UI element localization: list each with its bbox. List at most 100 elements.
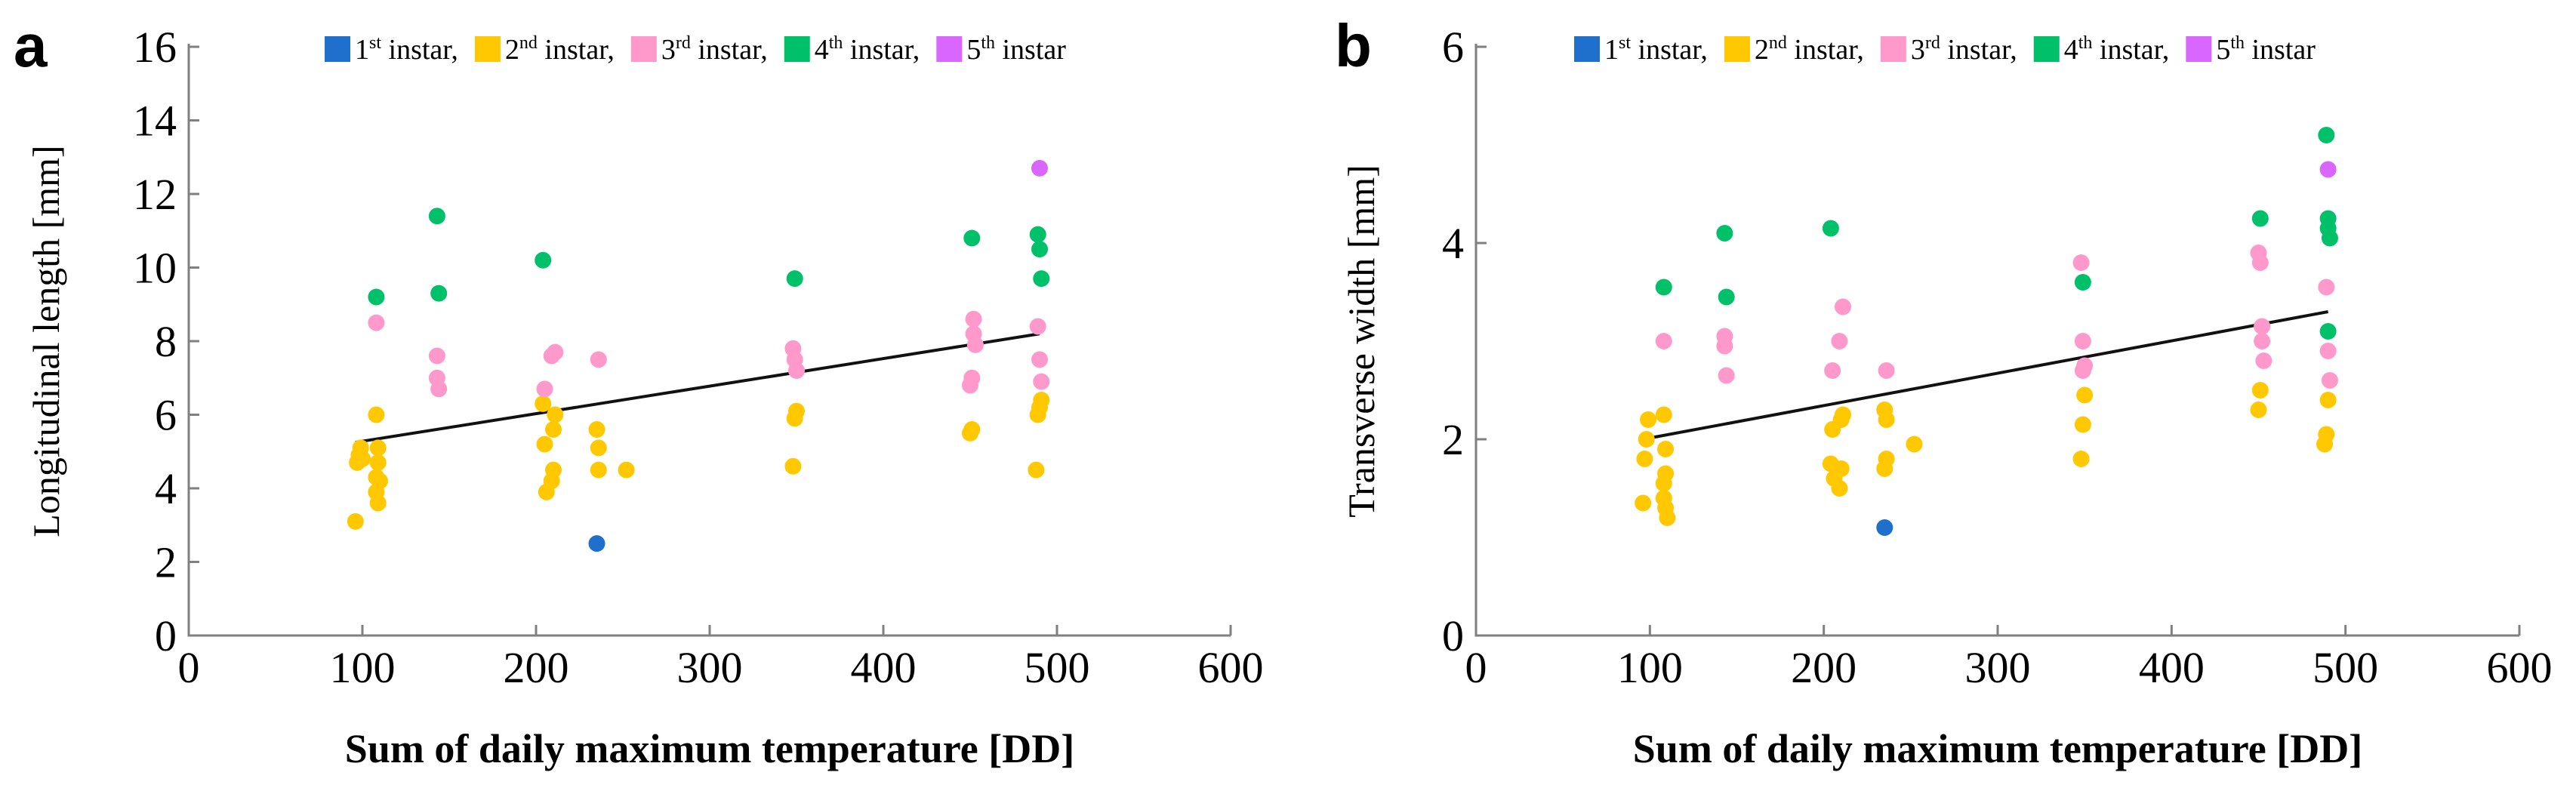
y-tick-label: 12 bbox=[133, 170, 177, 219]
data-point bbox=[963, 421, 981, 438]
legend: 1st instar, 2nd instar, 3rd instar, 4th ins… bbox=[1574, 33, 2316, 66]
trend-line bbox=[1642, 310, 2328, 441]
data-point bbox=[368, 314, 385, 331]
legend-swatch bbox=[474, 36, 501, 62]
data-point bbox=[1659, 509, 1676, 526]
data-point bbox=[1028, 461, 1045, 479]
panel-a: a 0 2 4 6 8 10 12 14 16 0 100 200 300 400 500 600 Sum of … bbox=[14, 12, 1264, 771]
data-point bbox=[1655, 333, 1672, 349]
panel-label: b bbox=[1335, 12, 1372, 79]
data-point bbox=[369, 494, 387, 512]
data-point bbox=[2319, 161, 2337, 178]
series-5th-instar bbox=[1031, 159, 1048, 177]
data-point bbox=[536, 435, 553, 453]
data-point bbox=[1718, 288, 1735, 306]
data-point bbox=[1835, 298, 1852, 315]
data-point bbox=[1655, 406, 1672, 423]
data-point bbox=[2074, 333, 2091, 349]
data-point bbox=[963, 369, 981, 386]
data-point bbox=[1906, 435, 1923, 453]
data-point bbox=[2074, 362, 2091, 379]
data-point bbox=[535, 395, 552, 412]
y-tick-label: 10 bbox=[133, 244, 177, 293]
data-point bbox=[1031, 241, 1048, 258]
x-axis-label: Sum of daily maximum temperature [DD] bbox=[1633, 726, 2362, 771]
series-2nd-instar bbox=[347, 392, 1050, 530]
series-1st-instar bbox=[1876, 519, 1893, 536]
data-point bbox=[368, 288, 385, 306]
data-point bbox=[1831, 480, 1848, 497]
data-point bbox=[1824, 362, 1841, 379]
data-point bbox=[354, 451, 371, 467]
data-point bbox=[788, 402, 805, 420]
data-point bbox=[1636, 451, 1653, 467]
y-tick-label: 14 bbox=[133, 97, 177, 146]
data-point bbox=[590, 461, 607, 479]
trend-line bbox=[355, 332, 1040, 445]
legend-swatch bbox=[630, 36, 657, 62]
legend-swatch bbox=[1724, 36, 1750, 62]
data-point bbox=[1031, 351, 1048, 368]
legend-swatch bbox=[2186, 36, 2212, 62]
data-point bbox=[2318, 279, 2335, 296]
axis-lines bbox=[1474, 44, 2519, 637]
data-point bbox=[1878, 362, 1895, 379]
legend-entry: 5th instar bbox=[966, 33, 1066, 66]
legend-swatch bbox=[325, 36, 350, 62]
y-tick-label: 16 bbox=[133, 23, 177, 72]
data-point bbox=[1716, 337, 1733, 355]
data-point bbox=[1876, 460, 1893, 477]
data-point bbox=[545, 461, 562, 479]
data-point bbox=[1655, 475, 1672, 492]
y-tick-label: 2 bbox=[155, 538, 177, 587]
data-point bbox=[590, 439, 607, 457]
legend-entry: 4th instar, bbox=[815, 33, 920, 66]
legend-entry: 5th instar bbox=[2216, 33, 2316, 66]
data-point bbox=[2254, 318, 2271, 335]
y-axis-label: Transverse width [mm] bbox=[1340, 165, 1382, 518]
x-tick-label: 600 bbox=[1198, 643, 1264, 692]
data-point bbox=[428, 347, 445, 365]
data-point bbox=[430, 285, 448, 302]
data-point bbox=[1031, 159, 1048, 177]
data-point bbox=[2319, 323, 2337, 340]
data-point bbox=[1822, 220, 1839, 237]
x-axis-label: Sum of daily maximum temperature [DD] bbox=[345, 726, 1074, 771]
data-point bbox=[1718, 367, 1735, 384]
data-point bbox=[2072, 451, 2090, 467]
legend-entry: 2nd instar, bbox=[1755, 33, 1864, 66]
x-tick-label: 0 bbox=[1465, 643, 1487, 692]
data-point bbox=[618, 461, 635, 479]
legend-entry: 1st instar, bbox=[1604, 33, 1708, 66]
x-tick-label: 200 bbox=[1791, 643, 1857, 692]
series-2nd-instar bbox=[1635, 382, 2337, 526]
legend-entry: 1st instar, bbox=[355, 33, 458, 66]
data-point bbox=[1033, 270, 1050, 288]
data-point bbox=[2321, 372, 2338, 389]
data-point bbox=[547, 343, 564, 361]
data-point bbox=[428, 208, 445, 225]
legend-entry: 3rd instar, bbox=[661, 33, 768, 66]
data-point bbox=[1831, 333, 1848, 349]
series-3rd-instar bbox=[368, 310, 1050, 398]
data-point bbox=[786, 270, 803, 288]
data-point bbox=[2251, 254, 2269, 271]
panel-label: a bbox=[14, 12, 48, 79]
data-point bbox=[535, 251, 552, 269]
y-tick-label: 6 bbox=[155, 391, 177, 440]
data-point bbox=[1655, 279, 1672, 296]
x-tick-label: 400 bbox=[2139, 643, 2205, 692]
data-point bbox=[2076, 386, 2094, 404]
x-tick-label: 500 bbox=[1025, 643, 1090, 692]
data-point bbox=[1716, 225, 1733, 242]
data-point bbox=[2251, 382, 2269, 399]
data-point bbox=[1029, 226, 1046, 243]
x-tick-label: 100 bbox=[330, 643, 396, 692]
data-point bbox=[588, 535, 605, 552]
x-tick-label: 200 bbox=[504, 643, 569, 692]
legend-swatch bbox=[1574, 36, 1600, 62]
legend-swatch bbox=[1880, 36, 1906, 62]
legend-entry: 3rd instar, bbox=[1911, 33, 2017, 66]
data-point bbox=[1029, 318, 1046, 335]
